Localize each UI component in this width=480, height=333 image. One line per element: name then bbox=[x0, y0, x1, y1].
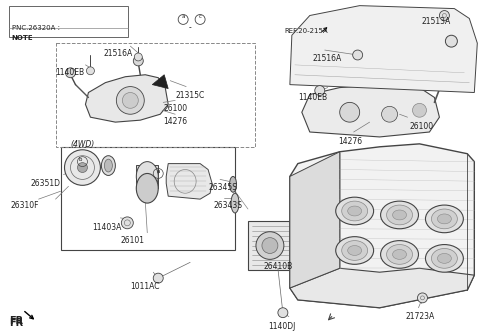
Ellipse shape bbox=[231, 193, 239, 213]
Text: 26100: 26100 bbox=[409, 122, 433, 131]
Text: 1140DJ: 1140DJ bbox=[268, 322, 295, 331]
Text: 14276: 14276 bbox=[163, 117, 187, 126]
Circle shape bbox=[412, 103, 426, 117]
Text: 26343S: 26343S bbox=[213, 201, 242, 210]
Text: 11403A: 11403A bbox=[93, 223, 122, 232]
Polygon shape bbox=[290, 268, 474, 308]
Ellipse shape bbox=[336, 237, 373, 264]
Ellipse shape bbox=[437, 214, 451, 224]
Circle shape bbox=[439, 11, 449, 20]
Text: a: a bbox=[181, 14, 185, 19]
Polygon shape bbox=[290, 144, 474, 308]
Ellipse shape bbox=[348, 245, 361, 255]
Text: 21315C: 21315C bbox=[175, 91, 204, 100]
Circle shape bbox=[256, 232, 284, 259]
Text: NOTE: NOTE bbox=[12, 35, 33, 41]
Bar bbox=[136, 165, 158, 188]
Ellipse shape bbox=[101, 156, 115, 175]
Circle shape bbox=[86, 67, 95, 75]
Bar bbox=[9, 6, 128, 37]
Ellipse shape bbox=[425, 205, 463, 233]
Circle shape bbox=[65, 68, 75, 78]
Ellipse shape bbox=[381, 201, 419, 229]
Text: b: b bbox=[79, 157, 82, 162]
Ellipse shape bbox=[342, 201, 368, 221]
Ellipse shape bbox=[336, 197, 373, 225]
Text: FR: FR bbox=[9, 318, 23, 328]
Circle shape bbox=[116, 87, 144, 114]
Text: 1011AC: 1011AC bbox=[130, 282, 160, 291]
Polygon shape bbox=[290, 6, 477, 93]
Circle shape bbox=[445, 35, 457, 47]
Ellipse shape bbox=[342, 241, 368, 260]
Ellipse shape bbox=[386, 205, 412, 225]
Ellipse shape bbox=[437, 253, 451, 263]
Text: 14276: 14276 bbox=[338, 137, 362, 146]
Ellipse shape bbox=[136, 162, 158, 191]
Circle shape bbox=[133, 56, 144, 66]
Bar bbox=[60, 147, 235, 250]
Ellipse shape bbox=[432, 209, 457, 229]
Ellipse shape bbox=[425, 244, 463, 272]
Polygon shape bbox=[152, 75, 168, 89]
Circle shape bbox=[64, 150, 100, 185]
Bar bbox=[56, 43, 255, 147]
Text: 21513A: 21513A bbox=[421, 17, 451, 27]
Ellipse shape bbox=[393, 210, 407, 220]
Polygon shape bbox=[302, 85, 439, 137]
Text: 1140EB: 1140EB bbox=[298, 93, 327, 102]
Circle shape bbox=[340, 102, 360, 122]
Bar bbox=[248, 221, 293, 270]
Ellipse shape bbox=[136, 173, 158, 203]
Circle shape bbox=[77, 163, 87, 172]
Circle shape bbox=[418, 293, 428, 303]
Text: 21723A: 21723A bbox=[406, 312, 435, 321]
Circle shape bbox=[353, 50, 363, 60]
Circle shape bbox=[315, 86, 325, 96]
Text: c: c bbox=[199, 14, 202, 19]
Polygon shape bbox=[290, 152, 340, 288]
Text: 1140EB: 1140EB bbox=[56, 68, 84, 77]
Polygon shape bbox=[166, 164, 212, 199]
Text: 26351D: 26351D bbox=[31, 179, 60, 188]
Ellipse shape bbox=[393, 249, 407, 259]
Circle shape bbox=[382, 106, 397, 122]
Ellipse shape bbox=[381, 241, 419, 268]
Text: 26310F: 26310F bbox=[11, 201, 39, 210]
Circle shape bbox=[262, 238, 278, 253]
Text: REF.20-215A: REF.20-215A bbox=[285, 28, 328, 34]
Text: (4WD): (4WD) bbox=[71, 140, 95, 149]
Text: 21516A: 21516A bbox=[313, 54, 342, 63]
Ellipse shape bbox=[348, 206, 361, 216]
Ellipse shape bbox=[386, 244, 412, 264]
Circle shape bbox=[153, 273, 163, 283]
Circle shape bbox=[121, 217, 133, 229]
Circle shape bbox=[134, 53, 142, 61]
Text: 26410B: 26410B bbox=[264, 262, 293, 271]
Text: FR: FR bbox=[9, 316, 23, 326]
Ellipse shape bbox=[229, 176, 237, 192]
Polygon shape bbox=[85, 75, 168, 122]
Ellipse shape bbox=[104, 159, 112, 172]
Text: 21516A: 21516A bbox=[103, 49, 132, 58]
Text: PNC.26320A :: PNC.26320A : bbox=[12, 25, 62, 31]
Text: 26100: 26100 bbox=[163, 104, 187, 113]
Text: a: a bbox=[156, 169, 160, 174]
Text: -: - bbox=[189, 23, 192, 32]
Text: 26345S: 26345S bbox=[208, 183, 237, 192]
Ellipse shape bbox=[432, 248, 457, 268]
Text: 26101: 26101 bbox=[120, 236, 144, 245]
Circle shape bbox=[122, 93, 138, 108]
Circle shape bbox=[278, 308, 288, 318]
